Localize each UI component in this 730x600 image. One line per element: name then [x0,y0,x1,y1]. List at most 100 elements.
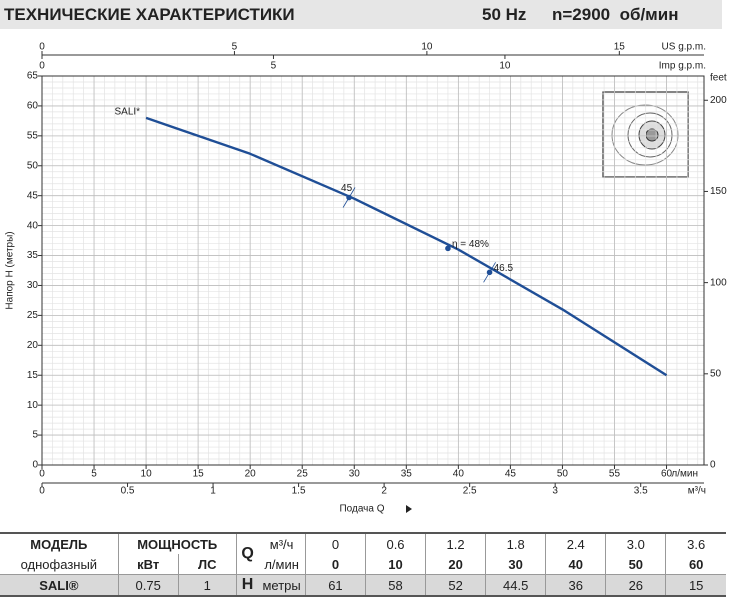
cell: 61 [304,574,366,597]
cell: 40 [545,554,606,575]
y-tick-label: 5 [32,430,38,441]
cell: МОДЕЛЬ [0,532,119,554]
y-tick-label: 60 [27,101,39,112]
y2-tick-label: 150 [710,186,727,197]
cell: 0.75 [117,574,179,597]
cell: 2.4 [545,532,606,554]
y-tick-label: 40 [27,220,39,231]
x-tick-label: 10 [141,469,153,480]
axis-unit: м³/ч [688,486,706,497]
chart: 0 5 10 15 20 25 30 35 40 45 50 55 600510152025303540… [5,42,727,515]
x-label: Подача Q [339,504,384,515]
data-table: МОДЕЛЬ МОЩНОСТЬ Q м³/ч 0 0.6 1.2 1.8 2.4… [0,532,726,597]
cell: 0 [304,532,366,554]
y-tick-label: 0 [32,460,38,471]
plot-frame [41,75,705,466]
x-tick-label: 50 [557,469,569,480]
header: ТЕХНИЧЕСКИЕ ХАРАКТЕРИСТИКИ 50 Hz n=2900 … [0,0,722,29]
axis-tick-label: 2 [381,486,387,497]
arrow [406,505,412,513]
x-tick-label: 35 [401,469,413,480]
axis-tick-label: 2.5 [463,486,477,497]
curve [145,116,668,377]
y-tick-label: 50 [27,160,39,171]
y-tick-label: 25 [27,310,39,321]
x-tick-label: 40 [453,469,465,480]
series-label: SALI* [115,107,141,118]
efficiency-point [445,245,451,252]
x-tick-label: 20 [245,469,257,480]
x-tick-label: 5 [91,469,97,480]
cell: 60 [665,554,726,575]
x-tick-label: 30 [349,469,361,480]
y2-tick-label: 0 [710,460,716,471]
axis-tick-label: 5 [232,42,238,53]
y-tick-label: 10 [27,400,39,411]
cell: 30 [485,554,546,575]
x-tick-label: 60 [661,469,673,480]
cell: 36 [545,574,606,597]
frequency: 50 Hz [482,5,527,24]
y-tick-label: 35 [27,250,39,261]
y2-tick-label: 50 [710,368,722,379]
x-tick-label: 25 [297,469,309,480]
efficiency-label: 46.5 [494,263,514,274]
cell: однофазный [20,556,98,572]
cell: H [235,574,259,597]
y-tick-label: 30 [27,280,39,291]
y2-tick-label: 200 [710,95,727,106]
y-tick-label: 45 [27,190,39,201]
cell: ЛС [177,554,237,575]
y-label: Напор H (метры) [5,231,16,309]
axis-unit: US g.p.m. [662,42,706,53]
cell: 52 [425,574,486,597]
cell: л/мин [264,556,299,572]
cell: 1.2 [425,532,486,554]
axis-tick-label: 10 [421,42,433,53]
y-tick-label: 20 [27,340,39,351]
axis-tick-label: 1.5 [292,486,306,497]
cell: Q [235,532,259,575]
cell: SALI® [0,574,119,597]
cell: м³/ч [258,532,306,554]
efficiency-label: η = 48% [452,239,489,250]
axis-tick-label: 0.5 [121,486,135,497]
y-tick-label: 65 [27,71,39,82]
x-tick-label: 45 [505,469,517,480]
axis-tick-label: 3 [552,486,558,497]
cell: МОЩНОСТЬ [117,532,237,554]
axis-tick-label: 15 [614,42,626,53]
axis-tick-label: 0 [39,42,45,53]
cell: 15 [665,574,726,597]
axis-tick-label: 0 [39,486,45,497]
cell: 50 [605,554,666,575]
plot: 0 5 10 15 20 25 30 35 40 45 50 55 600510152025303540… [5,42,727,515]
cell: 1 [177,574,237,597]
axis-tick-label: 5 [271,61,277,72]
cell: кВт [117,554,179,575]
cell: 1.8 [485,532,546,554]
y2-tick-label: 100 [710,277,727,288]
efficiency-label: 45 [341,183,353,194]
cell: 3.0 [605,532,666,554]
y2-label: feet [710,73,727,84]
axis-tick-label: 0 [39,61,45,72]
speed: n=2900 об/мин [552,5,679,24]
axis-tick-label: 1 [210,486,216,497]
y-tick-label: 55 [27,130,39,141]
efficiency-point [486,269,493,276]
cell: 0 [304,554,366,575]
cell: метры [258,574,306,597]
x-tick-label: 55 [609,469,621,480]
x-unit: л/мин [671,469,698,480]
axis-unit: Imp g.p.m. [659,61,706,72]
cell: 0.6 [364,532,426,554]
axis-tick-label: 3.5 [634,486,648,497]
cell: 58 [364,574,426,597]
cell: 20 [425,554,486,575]
axis-tick-label: 10 [499,61,511,72]
efficiency-point [346,194,352,201]
cell: 26 [605,574,666,597]
cell: 3.6 [665,532,726,554]
